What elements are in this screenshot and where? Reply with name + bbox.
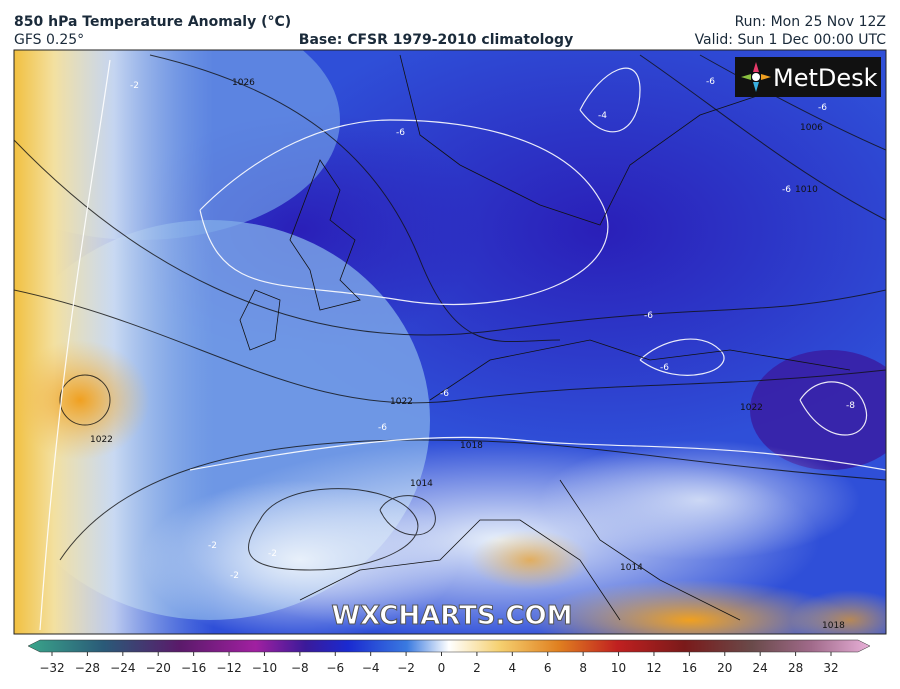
anomaly-label: -4: [598, 111, 607, 121]
isobar-label: 1010: [795, 185, 818, 195]
colorbar-label: −20: [146, 661, 171, 675]
colorbar-label: −8: [291, 661, 309, 675]
anomaly-label: -6: [818, 103, 827, 113]
colorbar-label: −28: [75, 661, 100, 675]
isobar-label: 1018: [822, 621, 845, 631]
colorbar-label: 32: [823, 661, 838, 675]
colorbar-label: 10: [611, 661, 626, 675]
isobar-label: 1014: [410, 479, 433, 489]
anomaly-label: -6: [378, 423, 387, 433]
colorbar-label: 24: [753, 661, 768, 675]
anomaly-label: -6: [782, 185, 791, 195]
model: GFS 0.25°: [14, 32, 84, 48]
anomaly-label: -2: [130, 81, 139, 91]
anomaly-label: -2: [230, 571, 239, 581]
colorbar-label: 20: [717, 661, 732, 675]
valid: Valid: Sun 1 Dec 00:00 UTC: [695, 32, 887, 48]
colorbar-label: −6: [326, 661, 344, 675]
anomaly-label: -8: [846, 401, 855, 411]
colorbar-label: 4: [508, 661, 516, 675]
base: Base: CFSR 1979-2010 climatology: [299, 32, 573, 48]
colorbar-label: 12: [646, 661, 661, 675]
isobar-label: 1006: [800, 123, 823, 133]
map: 1026 1022 1022 1018 1014 1014 1010 1006 …: [14, 50, 886, 634]
logo-icon: [741, 62, 771, 92]
anomaly-label: -6: [706, 77, 715, 87]
colorbar-label: 16: [682, 661, 697, 675]
colorbar-bar: [27, 639, 871, 653]
anomaly-label: -6: [396, 128, 405, 138]
isobar-label: 1026: [232, 78, 255, 88]
colorbar-label: 6: [544, 661, 552, 675]
isobar-label: 1022: [390, 397, 413, 407]
colorbar-label: −16: [181, 661, 206, 675]
run: Run: Mon 25 Nov 12Z: [735, 14, 886, 30]
colorbar-label: −2: [397, 661, 415, 675]
map-frame: [13, 49, 887, 635]
colorbar-label: 8: [579, 661, 587, 675]
anomaly-label: -6: [440, 389, 449, 399]
colorbar-label: −24: [110, 661, 135, 675]
colorbar-label: −4: [362, 661, 380, 675]
logo: MetDesk: [773, 64, 878, 92]
anomaly-label: -6: [644, 311, 653, 321]
title: 850 hPa Temperature Anomaly (°C): [14, 14, 291, 30]
anomaly-label: -2: [208, 541, 217, 551]
isobar-label: 1014: [620, 563, 643, 573]
isobar-label: 1018: [460, 441, 483, 451]
colorbar-label: −32: [39, 661, 64, 675]
colorbar-label: 28: [788, 661, 803, 675]
anomaly-label: -6: [660, 363, 669, 373]
colorbar-label: −12: [216, 661, 241, 675]
colorbar-label: 0: [438, 661, 446, 675]
isobar-label: 1022: [90, 435, 113, 445]
isobar-label: 1022: [740, 403, 763, 413]
colorbar-label: −10: [252, 661, 277, 675]
colorbar-label: 2: [473, 661, 481, 675]
watermark: WXCHARTS.COM: [331, 601, 572, 631]
anomaly-label: -2: [268, 549, 277, 559]
colorbar: −32 −28 −24 −20 −16 −12 −10 −8 −6 −4 −2 0 2 4 6 8 10 12 16…: [27, 639, 871, 675]
